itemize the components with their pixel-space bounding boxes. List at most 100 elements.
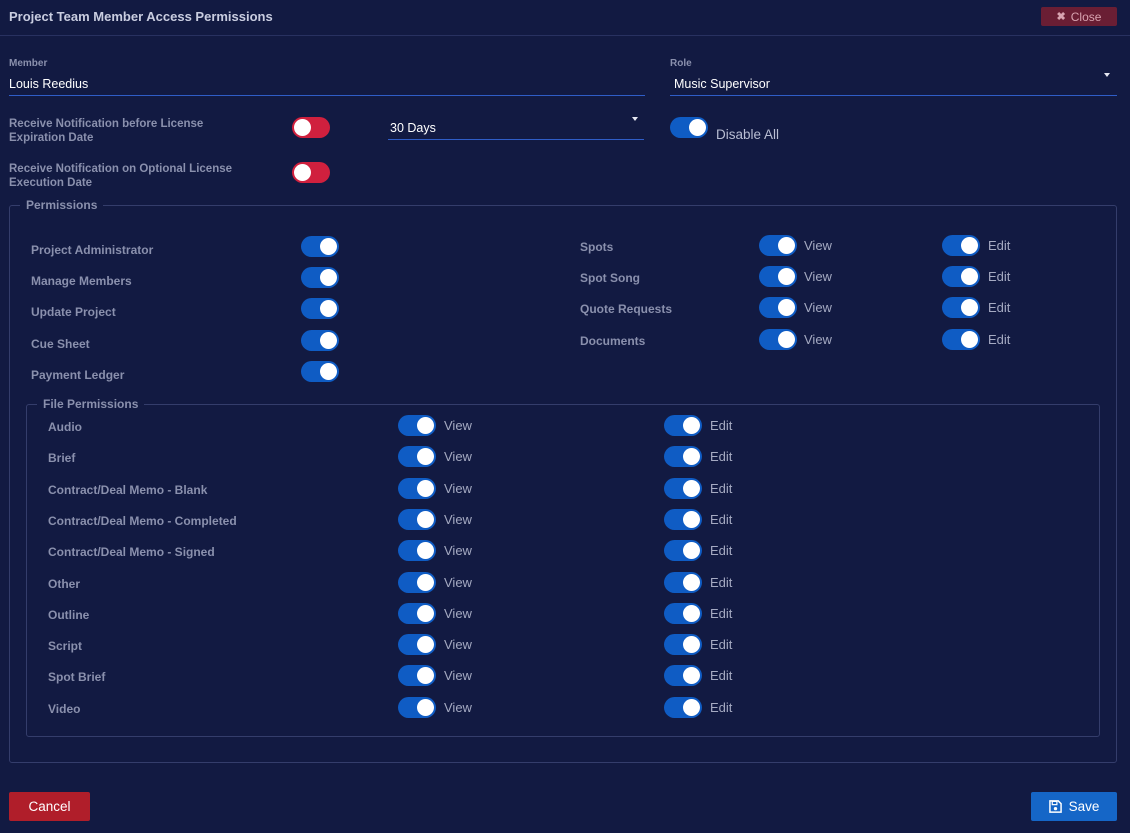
edit-label: Edit [988,238,1011,253]
permission-label-cue-sheet: Cue Sheet [31,336,90,351]
file-edit-toggle-contract-deal-memo-completed[interactable] [664,508,702,530]
file-view-toggle-contract-deal-memo-completed[interactable] [398,508,436,530]
toggle-knob [778,330,795,348]
notif-execution-label: Receive Notification on Optional License… [9,163,233,189]
role-caret-down-icon [1104,73,1110,77]
notif-expiration-label: Receive Notification before License Expi… [9,118,204,144]
member-input[interactable]: Louis Reedius [9,77,645,96]
view-label: View [444,543,472,559]
permission-label-spots: Spots [580,240,614,254]
file-view-toggle-video[interactable] [398,696,436,718]
file-permission-label-contract-deal-memo-completed: Contract/Deal Memo - Completed [48,513,237,528]
permissions-legend: Permissions [26,198,98,212]
permission-toggle-payment-ledger[interactable] [301,360,339,382]
permission-view-toggle-documents[interactable] [759,328,797,350]
toggle-knob [778,268,795,286]
file-permission-label-spot-brief: Spot Brief [48,670,106,685]
toggle-knob [417,636,434,654]
toggle-knob [683,573,700,591]
file-permissions-fieldset: File Permissions [26,397,1100,737]
view-label: View [444,637,472,653]
file-view-toggle-audio[interactable] [398,415,436,436]
toggle-knob [683,510,700,528]
save-label: Save [1068,799,1100,814]
toggle-knob [294,164,311,181]
toggle-knob [417,698,434,716]
notif-execution-toggle[interactable] [292,162,330,183]
file-edit-toggle-script[interactable] [664,634,702,656]
toggle-knob [683,667,700,685]
view-label: View [804,331,832,347]
permission-label-spot-song: Spot Song [580,271,640,286]
toggle-knob [320,331,337,349]
toggle-knob [417,604,434,622]
file-edit-toggle-contract-deal-memo-blank[interactable] [664,477,702,499]
save-button[interactable]: Save [1031,792,1117,821]
close-button[interactable]: ✖ Close [1041,7,1117,26]
days-caret-down-icon [632,117,638,121]
file-edit-toggle-audio[interactable] [664,415,702,436]
permission-toggle-cue-sheet[interactable] [301,329,339,351]
toggle-knob [683,636,700,654]
edit-label: Edit [988,269,1011,285]
permission-view-toggle-spots[interactable] [759,235,797,256]
role-select[interactable]: Music Supervisor [670,77,1117,96]
file-edit-toggle-outline[interactable] [664,602,702,624]
edit-label: Edit [710,418,733,433]
floppy-disk-icon [1048,800,1062,813]
file-view-toggle-brief[interactable] [398,446,436,468]
permission-view-toggle-quote-requests[interactable] [759,297,797,319]
view-label: View [444,574,472,590]
permission-edit-toggle-spots[interactable] [942,235,980,256]
permission-toggle-project-administrator[interactable] [301,236,339,257]
view-label: View [804,269,832,285]
cancel-button[interactable]: Cancel [9,792,90,821]
file-permission-label-audio: Audio [48,420,82,434]
file-view-toggle-contract-deal-memo-signed[interactable] [398,540,436,562]
permission-toggle-update-project[interactable] [301,298,339,320]
permission-toggle-manage-members[interactable] [301,267,339,289]
permission-edit-toggle-documents[interactable] [942,328,980,350]
view-label: View [444,449,472,465]
edit-label: Edit [710,574,733,590]
toggle-knob [417,542,434,560]
permission-edit-toggle-spot-song[interactable] [942,266,980,288]
file-edit-toggle-video[interactable] [664,696,702,718]
file-permission-label-contract-deal-memo-signed: Contract/Deal Memo - Signed [48,545,215,560]
toggle-knob [683,698,700,716]
view-label: View [444,418,472,433]
permission-label-documents: Documents [580,333,646,348]
edit-label: Edit [710,637,733,653]
file-view-toggle-contract-deal-memo-blank[interactable] [398,477,436,499]
file-edit-toggle-spot-brief[interactable] [664,665,702,687]
role-label: Role [670,58,692,69]
permission-view-toggle-spot-song[interactable] [759,266,797,288]
toggle-knob [417,448,434,466]
edit-label: Edit [710,511,733,527]
toggle-knob [320,362,337,380]
view-label: View [804,238,832,253]
permission-label-project-administrator: Project Administrator [31,243,154,257]
dialog-title: Project Team Member Access Permissions [9,9,273,24]
notif-expiration-toggle[interactable] [292,117,330,138]
disable-all-toggle[interactable] [670,117,708,138]
file-edit-toggle-brief[interactable] [664,446,702,468]
file-edit-toggle-contract-deal-memo-signed[interactable] [664,540,702,562]
toggle-knob [417,479,434,497]
days-select[interactable]: 30 Days [388,121,644,140]
permission-edit-toggle-quote-requests[interactable] [942,297,980,319]
view-label: View [804,300,832,316]
file-permission-label-other: Other [48,576,81,591]
file-permission-label-brief: Brief [48,451,76,466]
toggle-knob [683,417,700,434]
toggle-knob [683,448,700,466]
file-permission-label-outline: Outline [48,607,90,622]
file-view-toggle-other[interactable] [398,571,436,593]
toggle-knob [683,479,700,497]
disable-all-label: Disable All [716,127,780,142]
file-view-toggle-outline[interactable] [398,602,436,624]
file-view-toggle-spot-brief[interactable] [398,665,436,687]
file-view-toggle-script[interactable] [398,634,436,656]
permission-label-payment-ledger: Payment Ledger [31,367,125,382]
file-edit-toggle-other[interactable] [664,571,702,593]
